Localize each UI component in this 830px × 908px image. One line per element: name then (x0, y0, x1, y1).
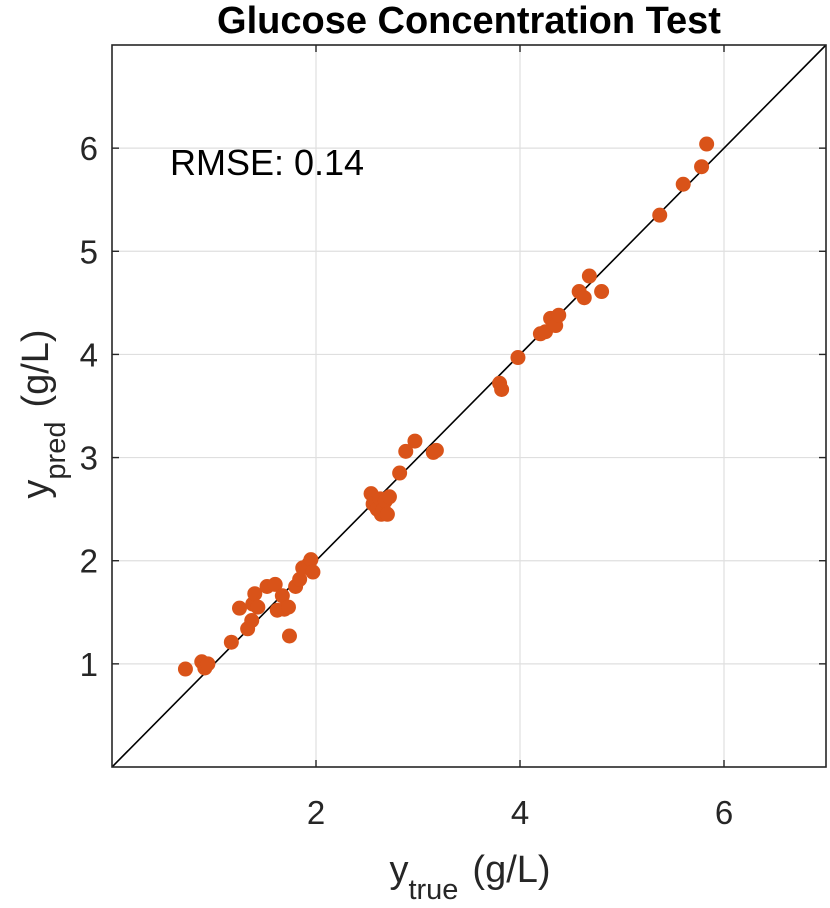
data-point (244, 613, 260, 629)
data-point (494, 381, 510, 397)
data-point (407, 433, 423, 449)
data-point (177, 661, 193, 677)
y-tick-label: 4 (80, 336, 98, 373)
y-tick-labels: 1 2 3 4 5 6 (80, 130, 98, 683)
y-axis-label-sub: pred (40, 422, 72, 480)
data-point (510, 350, 526, 366)
data-point (305, 564, 321, 580)
data-point (379, 506, 395, 522)
x-axis-label-unit: (g/L) (472, 849, 550, 891)
data-point (381, 489, 397, 505)
grid-lines (112, 45, 826, 767)
data-point (694, 159, 710, 175)
y-axis-label: ypred (g/L) (15, 329, 72, 498)
data-point (280, 599, 296, 615)
data-point (223, 634, 239, 650)
y-tick-label: 2 (80, 543, 98, 580)
data-point (281, 628, 297, 644)
y-axis-label-unit: (g/L) (15, 329, 57, 407)
x-axis-label: ytrue (g/L) (389, 849, 550, 906)
y-tick-label: 6 (80, 130, 98, 167)
data-point (594, 284, 610, 300)
data-point (428, 442, 444, 458)
x-tick-labels: 2 4 6 (307, 794, 733, 831)
data-point (292, 571, 308, 587)
data-points (177, 136, 715, 677)
x-tick-label: 6 (715, 794, 733, 831)
y-tick-label: 1 (80, 646, 98, 683)
x-tick-label: 4 (511, 794, 529, 831)
data-point (398, 443, 414, 459)
data-point (200, 656, 216, 672)
data-point (699, 136, 715, 152)
x-axis-label-base: y (389, 849, 408, 891)
data-point (303, 552, 319, 568)
data-point (274, 588, 290, 604)
data-point (392, 465, 408, 481)
rmse-annotation: RMSE: 0.14 (170, 142, 364, 183)
x-tick-label: 2 (307, 794, 325, 831)
data-point (232, 600, 247, 616)
chart-title: Glucose Concentration Test (217, 0, 721, 42)
data-point (267, 576, 283, 592)
data-point (247, 586, 263, 602)
data-point (576, 290, 592, 306)
data-point (551, 307, 567, 323)
data-point (581, 268, 597, 284)
data-point (250, 599, 266, 615)
y-tick-label: 3 (80, 440, 98, 477)
data-point (675, 176, 691, 192)
x-axis-label-sub: true (408, 874, 458, 906)
data-point (652, 207, 668, 223)
y-axis-label-base: y (15, 480, 57, 499)
y-tick-label: 5 (80, 233, 98, 270)
plot-frame (111, 44, 827, 768)
